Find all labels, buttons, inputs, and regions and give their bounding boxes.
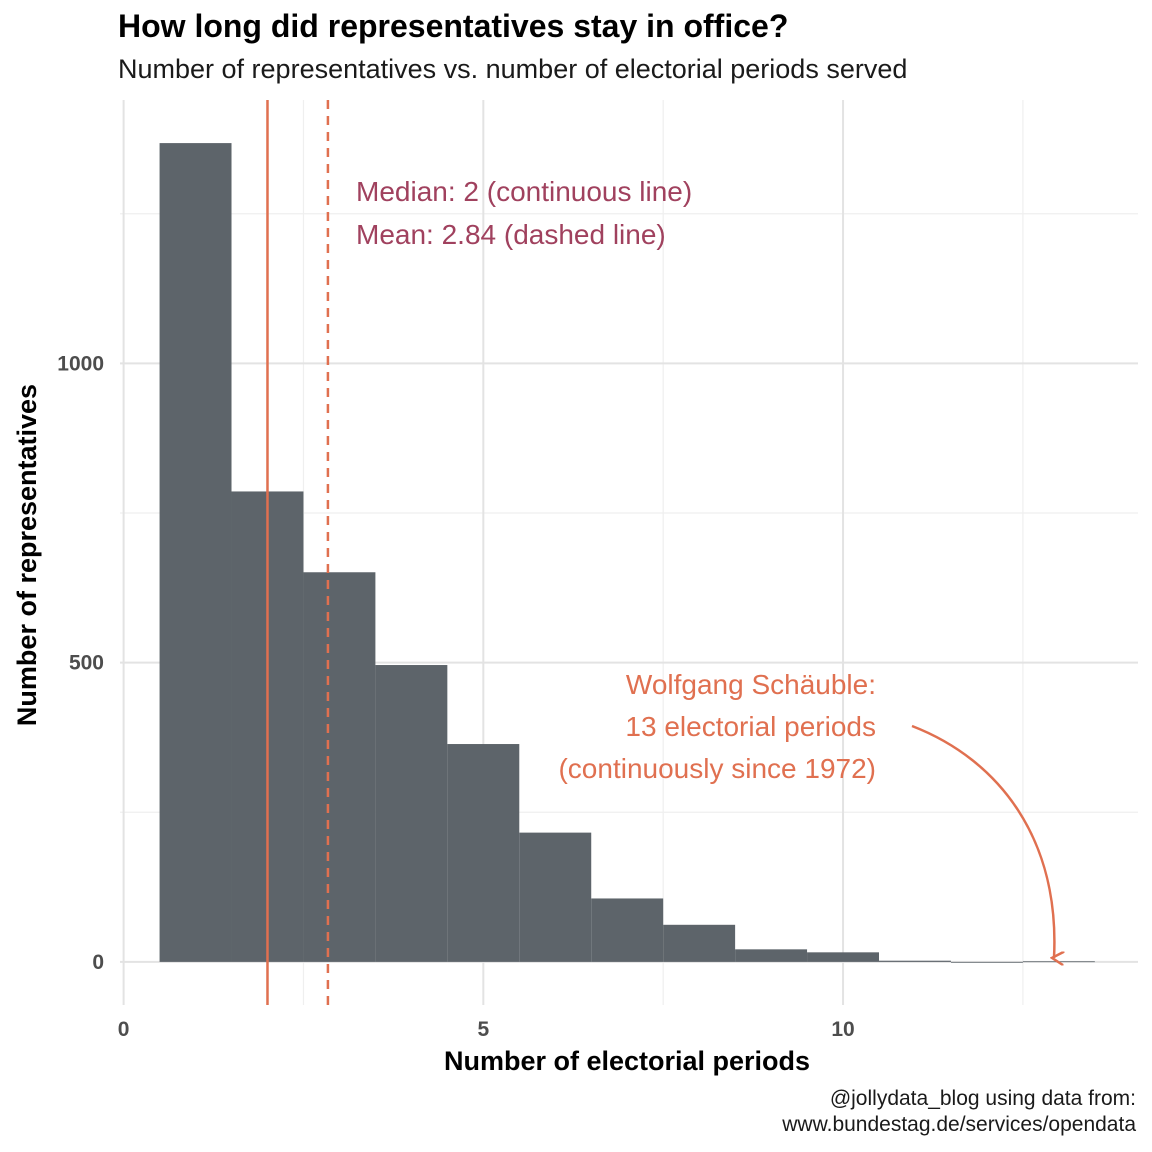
chart-title: How long did representatives stay in off… <box>118 8 789 44</box>
annotation-arrow <box>911 724 1054 958</box>
x-tick-label: 5 <box>477 1018 489 1041</box>
y-tick-label: 500 <box>69 652 104 675</box>
annotation-line-3: (continuously since 1972) <box>558 753 876 784</box>
median-note: Median: 2 (continuous line) <box>356 176 692 207</box>
bar <box>1022 961 1095 963</box>
caption: @jollydata_blog using data from: www.bun… <box>782 1086 1136 1138</box>
bar <box>447 744 520 962</box>
y-axis-title: Number of representatives <box>12 384 42 726</box>
y-tick-label: 0 <box>92 951 104 974</box>
bar <box>519 832 592 962</box>
bar <box>591 898 664 962</box>
bar <box>303 572 376 962</box>
x-tick-label: 10 <box>831 1018 854 1041</box>
bar <box>879 960 951 962</box>
bar <box>159 143 232 962</box>
annotation-line-1: Wolfgang Schäuble: <box>626 669 876 700</box>
x-axis-title: Number of electorial periods <box>444 1046 810 1076</box>
bar <box>735 949 808 962</box>
bar <box>663 924 736 962</box>
bar <box>807 952 880 962</box>
chart-subtitle: Number of representatives vs. number of … <box>118 54 908 84</box>
bar <box>950 961 1023 963</box>
mean-note: Mean: 2.84 (dashed line) <box>356 219 666 250</box>
annotation-line-2: 13 electorial periods <box>625 711 876 742</box>
caption-line-2: www.bundestag.de/services/opendata <box>782 1113 1136 1136</box>
caption-line-1: @jollydata_blog using data from: <box>829 1087 1136 1110</box>
x-tick-label: 0 <box>118 1018 130 1041</box>
bar <box>375 665 448 962</box>
y-tick-label: 1000 <box>57 352 104 375</box>
